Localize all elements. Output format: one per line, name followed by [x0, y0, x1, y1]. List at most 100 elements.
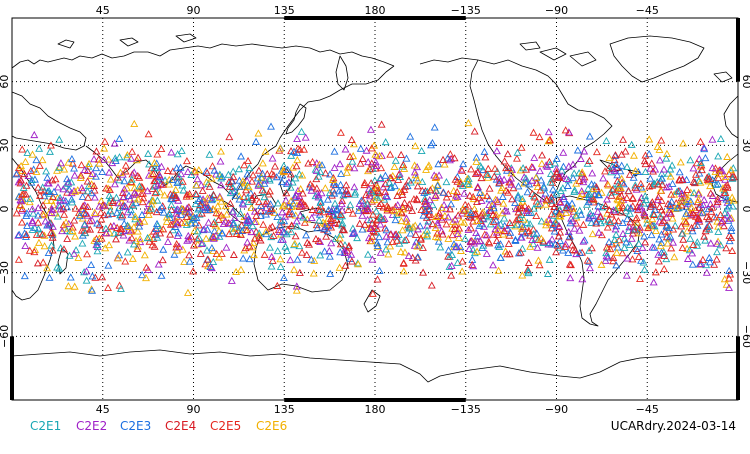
- occultation-marker: [274, 199, 282, 207]
- occultation-marker: [263, 169, 272, 178]
- occultation-marker: [48, 222, 57, 230]
- occultation-marker: [524, 226, 533, 234]
- occultation-marker: [130, 189, 139, 197]
- occultation-marker: [164, 237, 172, 245]
- occultation-marker: [55, 135, 64, 143]
- occultation-marker: [112, 193, 121, 201]
- occultation-marker: [134, 153, 142, 161]
- occultation-marker: [116, 284, 125, 292]
- occultation-marker: [419, 211, 428, 219]
- occultation-marker: [90, 181, 99, 190]
- occultation-marker: [667, 190, 676, 198]
- occultation-marker: [368, 289, 377, 297]
- occultation-marker: [166, 230, 175, 238]
- occultation-marker: [610, 216, 619, 224]
- occultation-marker: [603, 195, 611, 203]
- occultation-marker: [706, 189, 715, 197]
- occultation-marker: [400, 248, 409, 256]
- occultation-marker: [424, 206, 433, 214]
- occultation-marker: [489, 217, 498, 225]
- occultation-marker: [95, 202, 104, 210]
- occultation-marker: [336, 180, 345, 188]
- coastline-australia: [253, 225, 349, 293]
- occultation-marker: [36, 191, 44, 199]
- occultation-marker: [406, 132, 415, 140]
- occultation-marker: [237, 152, 246, 160]
- occultation-marker: [115, 203, 124, 211]
- occultation-marker: [18, 145, 27, 153]
- occultation-marker: [568, 204, 577, 212]
- occultation-marker: [257, 173, 266, 181]
- occultation-marker: [308, 157, 317, 166]
- occultation-marker: [525, 180, 534, 188]
- occultation-marker: [619, 135, 628, 143]
- occultation-marker: [413, 196, 422, 204]
- occultation-marker: [152, 207, 161, 216]
- occultation-marker: [316, 251, 325, 259]
- occultation-marker: [648, 215, 657, 223]
- occultation-marker: [588, 169, 597, 177]
- occultation-marker: [692, 159, 701, 167]
- occultation-marker: [309, 269, 318, 277]
- occultation-marker: [65, 251, 74, 259]
- occultation-marker: [67, 195, 76, 203]
- occultation-marker: [705, 253, 714, 261]
- occultation-marker: [158, 255, 167, 264]
- occultation-marker: [281, 196, 290, 204]
- occultation-marker: [496, 220, 505, 228]
- occultation-marker: [420, 188, 429, 196]
- occultation-marker: [400, 236, 409, 244]
- occultation-marker: [302, 250, 311, 258]
- occultation-marker: [346, 201, 355, 209]
- occultation-marker: [110, 180, 119, 188]
- occultation-marker: [365, 165, 374, 173]
- occultation-marker: [106, 207, 115, 215]
- occultation-marker: [354, 260, 363, 268]
- occultation-marker: [516, 166, 525, 174]
- occultation-marker: [688, 260, 697, 268]
- occultation-marker: [127, 154, 136, 162]
- occultation-marker: [114, 228, 123, 236]
- occultation-marker: [479, 222, 488, 230]
- occultation-marker: [537, 234, 546, 242]
- coastline-greenland: [609, 35, 705, 83]
- occultation-marker: [587, 180, 596, 188]
- occultation-marker: [373, 183, 382, 191]
- occultation-marker: [397, 150, 406, 158]
- occultation-marker: [607, 191, 616, 199]
- occultation-marker: [452, 242, 461, 250]
- occultation-marker: [157, 203, 166, 211]
- occultation-marker: [454, 211, 463, 219]
- occultation-marker: [494, 266, 503, 274]
- occultation-marker: [400, 164, 409, 172]
- occultation-marker: [545, 255, 554, 263]
- occultation-marker: [63, 234, 72, 242]
- occultation-marker: [360, 180, 369, 189]
- occultation-marker: [440, 211, 449, 219]
- occultation-marker: [140, 217, 149, 225]
- occultation-marker: [465, 244, 474, 253]
- occultation-marker: [716, 241, 725, 249]
- occultation-marker: [634, 239, 643, 247]
- occultation-marker: [172, 240, 181, 248]
- occultation-marker: [151, 188, 160, 197]
- occultation-marker: [63, 203, 71, 211]
- occultation-marker: [108, 198, 117, 206]
- occultation-marker: [651, 226, 660, 234]
- occultation-marker: [153, 196, 162, 204]
- occultation-marker: [262, 210, 271, 218]
- occultation-marker: [204, 255, 212, 263]
- occultation-marker: [558, 246, 567, 254]
- occultation-marker: [678, 189, 686, 197]
- occultation-marker: [278, 208, 287, 216]
- occultation-marker: [361, 207, 370, 215]
- occultation-marker: [222, 210, 231, 218]
- occultation-marker: [496, 253, 505, 261]
- occultation-marker: [458, 181, 467, 189]
- occultation-marker: [315, 206, 324, 214]
- occultation-marker: [248, 243, 257, 251]
- occultation-marker: [190, 166, 199, 174]
- occultation-marker: [314, 193, 323, 201]
- occultation-marker: [514, 249, 523, 257]
- occultation-marker: [39, 211, 48, 219]
